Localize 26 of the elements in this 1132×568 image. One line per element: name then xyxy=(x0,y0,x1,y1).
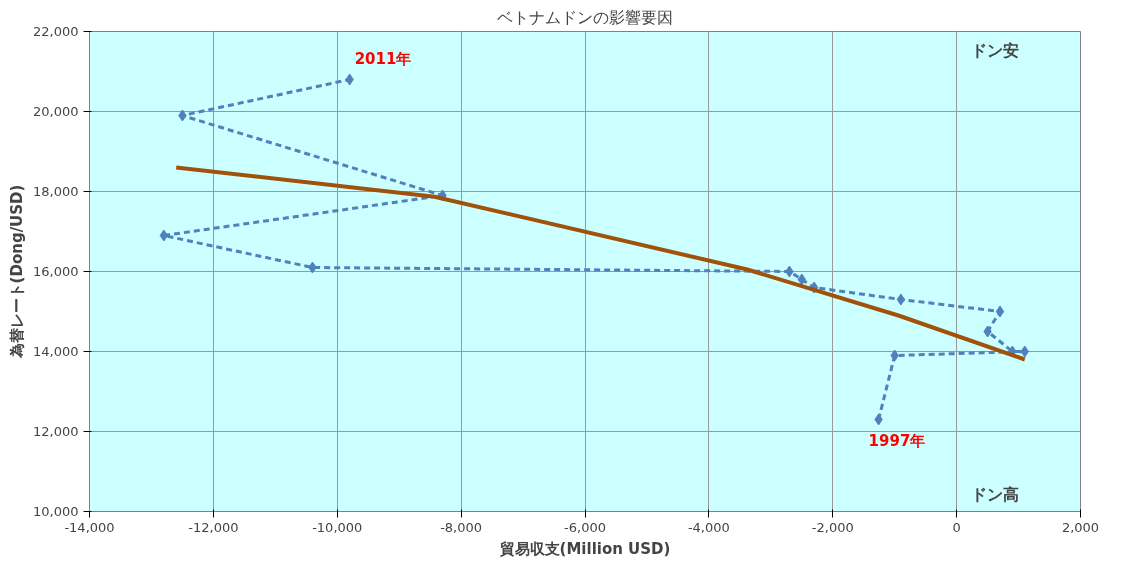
x-tick-label: -6,000 xyxy=(564,519,606,535)
annotation: 1997年 xyxy=(868,431,926,450)
x-tick-label: -12,000 xyxy=(188,519,239,535)
y-tick-label: 10,000 xyxy=(33,504,79,519)
y-tick-label: 18,000 xyxy=(33,184,79,199)
y-tick-label: 16,000 xyxy=(33,264,79,279)
annotation: ドン高 xyxy=(970,484,1019,504)
y-tick-label: 22,000 xyxy=(33,24,79,39)
y-axis-title: 為替レート(Dong/USD) xyxy=(7,184,26,360)
x-axis-title: 貿易収支(Million USD) xyxy=(498,539,671,558)
x-tick-label: 2,000 xyxy=(1061,519,1100,535)
annotation: 2011年 xyxy=(354,49,412,68)
x-tick-label: -10,000 xyxy=(312,519,363,535)
annotation: ドン安 xyxy=(970,40,1019,60)
x-tick-label: -4,000 xyxy=(687,519,730,535)
x-tick-label: 0 xyxy=(952,519,961,535)
point xyxy=(995,305,1005,318)
y-tick-label: 14,000 xyxy=(33,344,79,359)
line-series xyxy=(174,165,1027,362)
y-tick-label: 20,000 xyxy=(33,104,79,119)
x-tick-label: -8,000 xyxy=(440,519,483,535)
chart-title: ベトナムドンの影響要因 xyxy=(497,7,673,27)
point xyxy=(896,293,906,306)
y-tick-label: 12,000 xyxy=(33,424,79,439)
x-tick-label: -14,000 xyxy=(64,519,115,535)
x-tick-label: -2,000 xyxy=(811,519,854,535)
